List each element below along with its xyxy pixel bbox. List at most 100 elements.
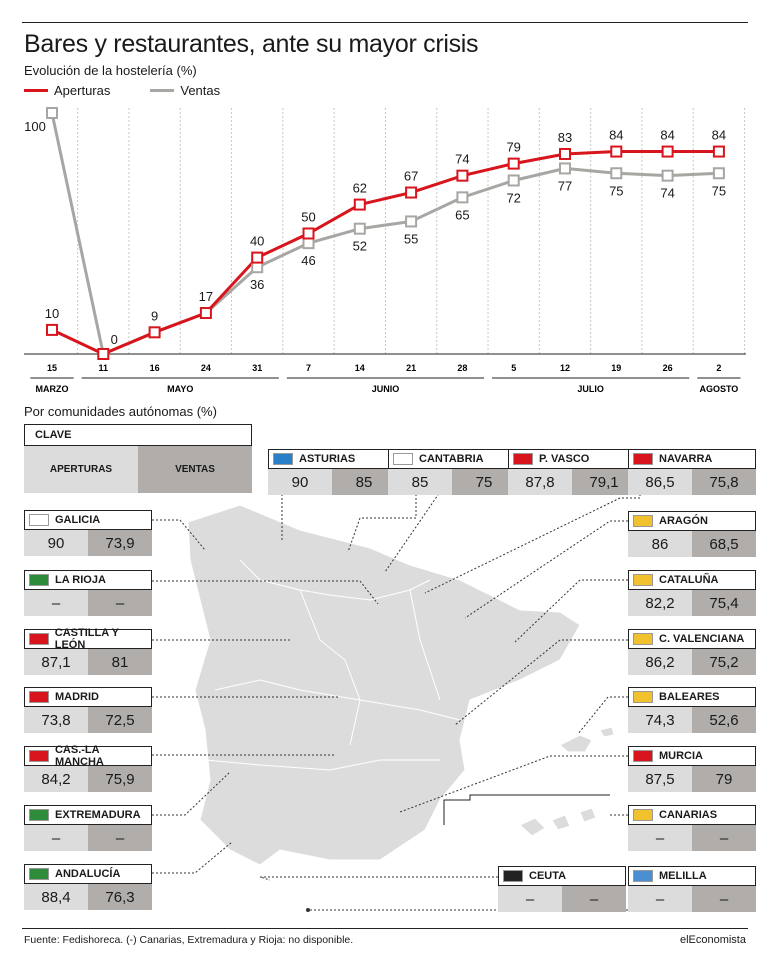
series-point-aperturas — [405, 186, 418, 199]
border-line-3 — [409, 589, 441, 701]
region-header: CASTILLA Y LEÓN — [24, 627, 152, 651]
series-point-aperturas — [456, 169, 469, 182]
x-tick-label: 24 — [201, 363, 211, 373]
region-header: CANTABRIA — [388, 449, 516, 469]
region-galicia: GALICIA 90 73,9 — [24, 510, 152, 556]
legend-item-aperturas: Aperturas — [24, 83, 110, 98]
region-ventas: – — [562, 886, 626, 912]
region-aperturas: 90 — [24, 530, 88, 556]
series-point-aperturas — [353, 198, 366, 211]
region-ventas: – — [692, 825, 756, 851]
region-ventas: 79 — [692, 766, 756, 792]
region-name: CATALUÑA — [659, 574, 719, 586]
flag-icon — [633, 453, 653, 465]
region-asturias: ASTURIAS 90 85 — [268, 449, 396, 495]
series-point-aperturas — [712, 145, 725, 158]
data-label-aperturas: 10 — [45, 306, 59, 321]
region-values: 87,5 79 — [628, 766, 756, 792]
data-label-aperturas: 67 — [404, 169, 418, 184]
region-ventas: 52,6 — [692, 707, 756, 733]
flag-icon — [513, 453, 533, 465]
region-name: P. VASCO — [539, 453, 590, 465]
x-tick-label: 26 — [663, 363, 673, 373]
legend-item-ventas: Ventas — [150, 83, 220, 98]
region-values: 87,1 81 — [24, 649, 152, 675]
region-aperturas: – — [628, 825, 692, 851]
x-tick-label: 19 — [611, 363, 621, 373]
region-aperturas: 87,5 — [628, 766, 692, 792]
region-aperturas: – — [498, 886, 562, 912]
data-label-aperturas: 50 — [301, 210, 315, 225]
x-tick-label: 14 — [355, 363, 365, 373]
region-values: 86,2 75,2 — [628, 649, 756, 675]
region-cvalenciana: C. VALENCIANA 86,2 75,2 — [628, 629, 756, 675]
region-melilla: MELILLA – – — [628, 866, 756, 912]
region-larioja: LA RIOJA – – — [24, 570, 152, 616]
data-label-aperturas: 83 — [558, 130, 572, 145]
series-point-ventas — [405, 215, 418, 228]
key-ventas: VENTAS — [138, 446, 252, 493]
region-name: CANARIAS — [659, 809, 718, 821]
region-aperturas: 86,5 — [628, 469, 692, 495]
region-aperturas: 88,4 — [24, 884, 88, 910]
region-values: – – — [498, 886, 626, 912]
region-caslamancha: CAS.-LA MANCHA 84,2 75,9 — [24, 744, 152, 792]
legend-key-box: CLAVE APERTURAS VENTAS — [24, 424, 252, 493]
source-note: Fuente: Fedishoreca. (-) Canarias, Extre… — [24, 934, 354, 946]
data-label-ventas: 100 — [24, 119, 46, 134]
border-line-5 — [204, 759, 440, 771]
data-label-ventas: 65 — [455, 207, 469, 222]
flag-icon — [29, 574, 49, 586]
region-ventas: 76,3 — [88, 884, 152, 910]
region-ventas: 75 — [452, 469, 516, 495]
region-ventas: – — [88, 590, 152, 616]
series-point-aperturas — [610, 145, 623, 158]
region-ventas: 85 — [332, 469, 396, 495]
bottom-rule — [22, 928, 748, 929]
data-label-ventas: 36 — [250, 277, 264, 292]
region-header: ASTURIAS — [268, 449, 396, 469]
region-values: 86,5 75,8 — [628, 469, 756, 495]
legend-swatch-aperturas — [24, 89, 48, 92]
flag-icon — [29, 809, 49, 821]
series-point-ventas — [353, 222, 366, 235]
flag-icon — [633, 750, 653, 762]
flag-icon — [633, 870, 653, 882]
region-ventas: – — [692, 886, 756, 912]
region-values: 73,8 72,5 — [24, 707, 152, 733]
region-header: MADRID — [24, 687, 152, 707]
month-label: JULIO — [577, 384, 604, 394]
flag-icon — [29, 691, 49, 703]
flag-icon — [633, 515, 653, 527]
border-line-2 — [299, 589, 361, 746]
month-label: MAYO — [167, 384, 193, 394]
month-label: AGOSTO — [699, 384, 738, 394]
region-name: CEUTA — [529, 870, 567, 882]
region-header: ANDALUCÍA — [24, 864, 152, 884]
region-name: EXTREMADURA — [55, 809, 141, 821]
top-rule — [22, 22, 748, 23]
region-values: 90 73,9 — [24, 530, 152, 556]
data-label-aperturas: 79 — [506, 140, 520, 155]
region-aperturas: 90 — [268, 469, 332, 495]
region-ventas: 81 — [88, 649, 152, 675]
data-label-ventas: 55 — [404, 231, 418, 246]
region-values: – – — [24, 590, 152, 616]
regions-section-title: Por comunidades autónomas (%) — [24, 404, 217, 419]
flag-icon — [633, 691, 653, 703]
region-ventas: 75,9 — [88, 766, 152, 792]
x-tick-label: 16 — [150, 363, 160, 373]
legend-swatch-ventas — [150, 89, 175, 92]
x-tick-label: 2 — [716, 363, 721, 373]
region-aperturas: 82,2 — [628, 590, 692, 616]
region-values: 85 75 — [388, 469, 516, 495]
series-point-ventas — [610, 167, 623, 180]
region-cantabria: CANTABRIA 85 75 — [388, 449, 516, 495]
flag-icon — [29, 868, 49, 880]
data-label-ventas: 74 — [660, 186, 674, 201]
region-aperturas: 87,1 — [24, 649, 88, 675]
region-name: LA RIOJA — [55, 574, 106, 586]
series-point-aperturas — [199, 307, 212, 320]
chart-subtitle: Evolución de la hostelería (%) — [24, 63, 197, 78]
